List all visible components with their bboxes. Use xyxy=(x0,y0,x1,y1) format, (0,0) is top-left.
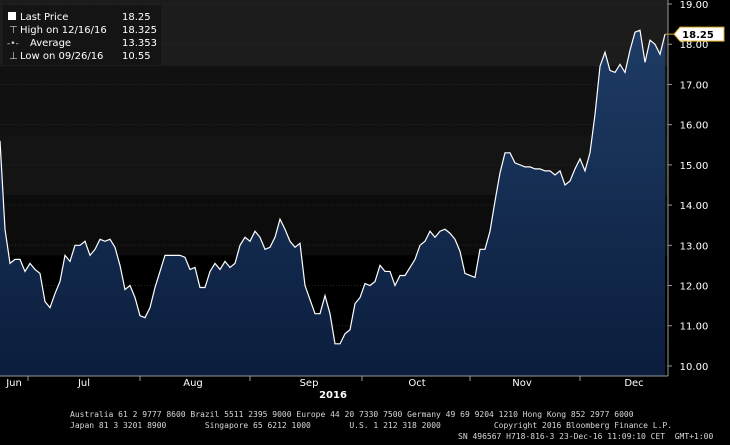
legend-label-high: High on 12/16/16 xyxy=(20,25,107,36)
last-price-tag-label: 18.25 xyxy=(682,30,714,41)
legend-box: Last Price 18.25 ⊤ High on 12/16/16 18.3… xyxy=(3,5,161,65)
legend-value-last: 18.25 xyxy=(122,12,151,23)
x-tick-label: Sep xyxy=(300,378,319,389)
price-line xyxy=(0,29,666,345)
y-tick-label: 17.00 xyxy=(680,80,709,91)
x-axis: Jun Jul Aug Sep Oct Nov Dec xyxy=(5,376,644,389)
x-tick-label: Oct xyxy=(408,378,425,389)
average-marker-icon: -•- xyxy=(7,39,19,49)
legend-label-avg: Average xyxy=(30,38,71,49)
footer-line-2: Japan 81 3 3201 8900 Singapore 65 6212 1… xyxy=(70,421,673,430)
y-tick-label: 19.00 xyxy=(680,0,709,11)
x-tick-label: Dec xyxy=(624,378,643,389)
year-label: 2016 xyxy=(319,390,347,401)
footer-line-1: Australia 61 2 9777 8600 Brazil 5511 239… xyxy=(70,410,634,419)
y-tick-label: 12.00 xyxy=(680,282,709,293)
legend-label-low: Low on 09/26/16 xyxy=(20,51,103,62)
low-marker-icon: ⊥ xyxy=(9,51,18,62)
y-tick-label: 13.00 xyxy=(680,241,709,252)
y-tick-label: 16.00 xyxy=(680,121,709,132)
x-tick-label: Aug xyxy=(183,378,203,389)
legend-value-avg: 13.353 xyxy=(122,38,157,49)
footer-line-3: SN 496567 H718-816-3 23-Dec-16 11:09:10 … xyxy=(458,432,714,441)
x-tick-label: Nov xyxy=(512,378,532,389)
y-axis: 10.00 11.00 12.00 13.00 14.00 15.00 16.00 17.00… xyxy=(668,0,708,373)
legend-label-last: Last Price xyxy=(20,12,68,23)
high-marker-icon: ⊤ xyxy=(9,25,18,36)
y-tick-label: 11.00 xyxy=(680,322,709,333)
x-tick-label: Jul xyxy=(77,378,90,389)
y-tick-label: 18.00 xyxy=(680,40,709,51)
y-tick-label: 10.00 xyxy=(680,362,709,373)
last-price-icon xyxy=(8,12,16,20)
x-tick-label: Jun xyxy=(5,378,22,389)
price-area-fill xyxy=(0,30,665,376)
y-tick-label: 15.00 xyxy=(680,161,709,172)
legend-value-high: 18.325 xyxy=(122,25,157,36)
y-tick-label: 14.00 xyxy=(680,201,709,212)
legend-value-low: 10.55 xyxy=(122,51,151,62)
background-band xyxy=(0,66,668,135)
last-price-tag: 18.25 xyxy=(673,26,725,42)
